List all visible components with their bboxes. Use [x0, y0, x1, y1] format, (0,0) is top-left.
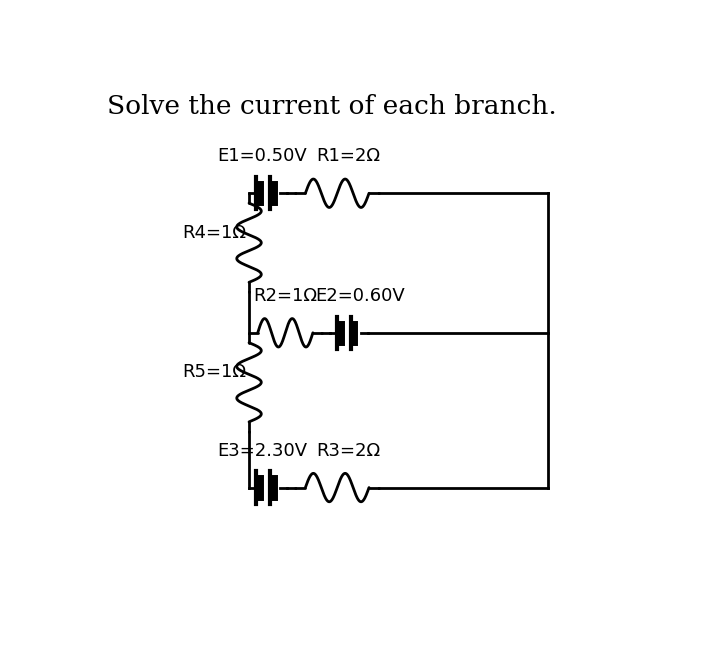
- Text: R1=2Ω: R1=2Ω: [316, 148, 380, 165]
- Text: R2=1Ω: R2=1Ω: [253, 287, 318, 305]
- Text: Solve the current of each branch.: Solve the current of each branch.: [107, 94, 557, 119]
- Text: R3=2Ω: R3=2Ω: [316, 442, 380, 460]
- Text: R5=1Ω: R5=1Ω: [182, 363, 246, 381]
- Text: E1=0.50V: E1=0.50V: [217, 148, 307, 165]
- Text: E3=2.30V: E3=2.30V: [217, 442, 307, 460]
- Text: E2=0.60V: E2=0.60V: [315, 287, 405, 305]
- Text: R4=1Ω: R4=1Ω: [182, 223, 246, 242]
